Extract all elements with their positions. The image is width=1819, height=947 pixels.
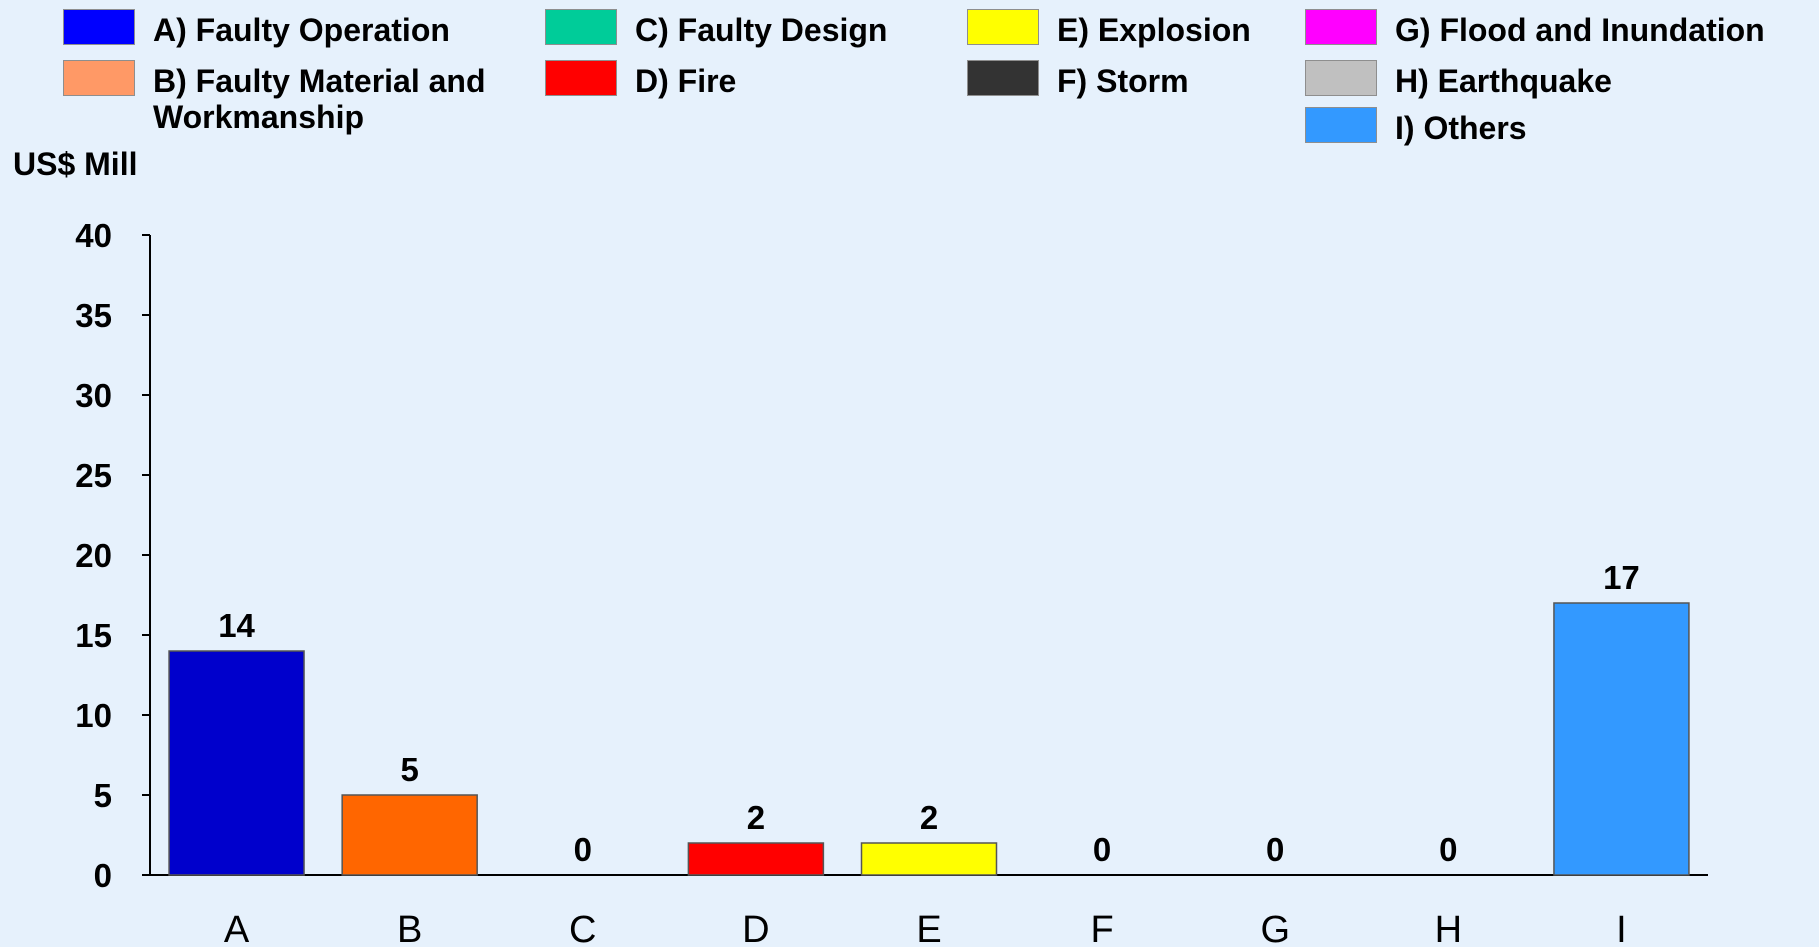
x-tick-label: G — [1260, 909, 1290, 947]
legend-swatch — [63, 9, 135, 45]
bars — [168, 602, 1690, 876]
y-tick-label: 35 — [75, 297, 112, 334]
x-tick-label: F — [1091, 909, 1114, 947]
legend-label: C) Faulty Design — [635, 12, 888, 48]
legend-label: A) Faulty Operation — [153, 12, 450, 48]
legend-swatch — [1305, 9, 1377, 45]
data-label: 17 — [1603, 559, 1640, 596]
legend-swatch — [1305, 107, 1377, 143]
data-label: 0 — [574, 831, 592, 868]
data-label: 0 — [1093, 831, 1111, 868]
legend-label: F) Storm — [1057, 63, 1189, 99]
y-axis-title: US$ Mill — [13, 146, 137, 182]
bar — [1553, 602, 1690, 876]
legend-label: I) Others — [1395, 110, 1527, 146]
legend-swatch — [967, 9, 1039, 45]
bar — [168, 650, 305, 876]
legend-swatch — [967, 60, 1039, 96]
data-label: 0 — [1439, 831, 1457, 868]
labels: 14 A 5 B 0 C 2 D 2 E 0 F 0 G 0 H 17 I — [218, 559, 1640, 947]
data-label: 0 — [1266, 831, 1284, 868]
legend-label: H) Earthquake — [1395, 63, 1612, 99]
legend-swatch — [1305, 60, 1377, 96]
x-tick-label: B — [397, 909, 422, 947]
legend: A) Faulty Operation B) Faulty Material an… — [0, 0, 1819, 160]
y-tick-label: 5 — [94, 777, 112, 814]
x-tick-label: E — [916, 909, 941, 947]
data-label: 2 — [920, 799, 938, 836]
data-label: 2 — [747, 799, 765, 836]
legend-swatch — [63, 60, 135, 96]
data-label: 14 — [218, 607, 255, 644]
legend-label: B) Faulty Material and Workmanship — [153, 63, 486, 135]
legend-label: D) Fire — [635, 63, 737, 99]
x-tick-label: D — [742, 909, 769, 947]
y-tick-label: 0 — [94, 857, 112, 894]
bar — [860, 842, 998, 876]
bar — [341, 794, 478, 876]
y-tick-label: 30 — [75, 377, 112, 414]
legend-label: E) Explosion — [1057, 12, 1251, 48]
y-tick-label: 10 — [75, 697, 112, 734]
y-tick-label: 15 — [75, 617, 112, 654]
y-tick-label: 40 — [75, 217, 112, 254]
x-tick-label: I — [1616, 909, 1627, 947]
y-tick-label: 25 — [75, 457, 112, 494]
legend-swatch — [545, 9, 617, 45]
legend-label: G) Flood and Inundation — [1395, 12, 1765, 48]
data-label: 5 — [400, 751, 418, 788]
y-tick-label: 20 — [75, 537, 112, 574]
x-tick-label: A — [224, 909, 250, 947]
bar — [687, 842, 825, 876]
x-tick-label: H — [1435, 909, 1462, 947]
legend-swatch — [545, 60, 617, 96]
x-tick-label: C — [569, 909, 596, 947]
